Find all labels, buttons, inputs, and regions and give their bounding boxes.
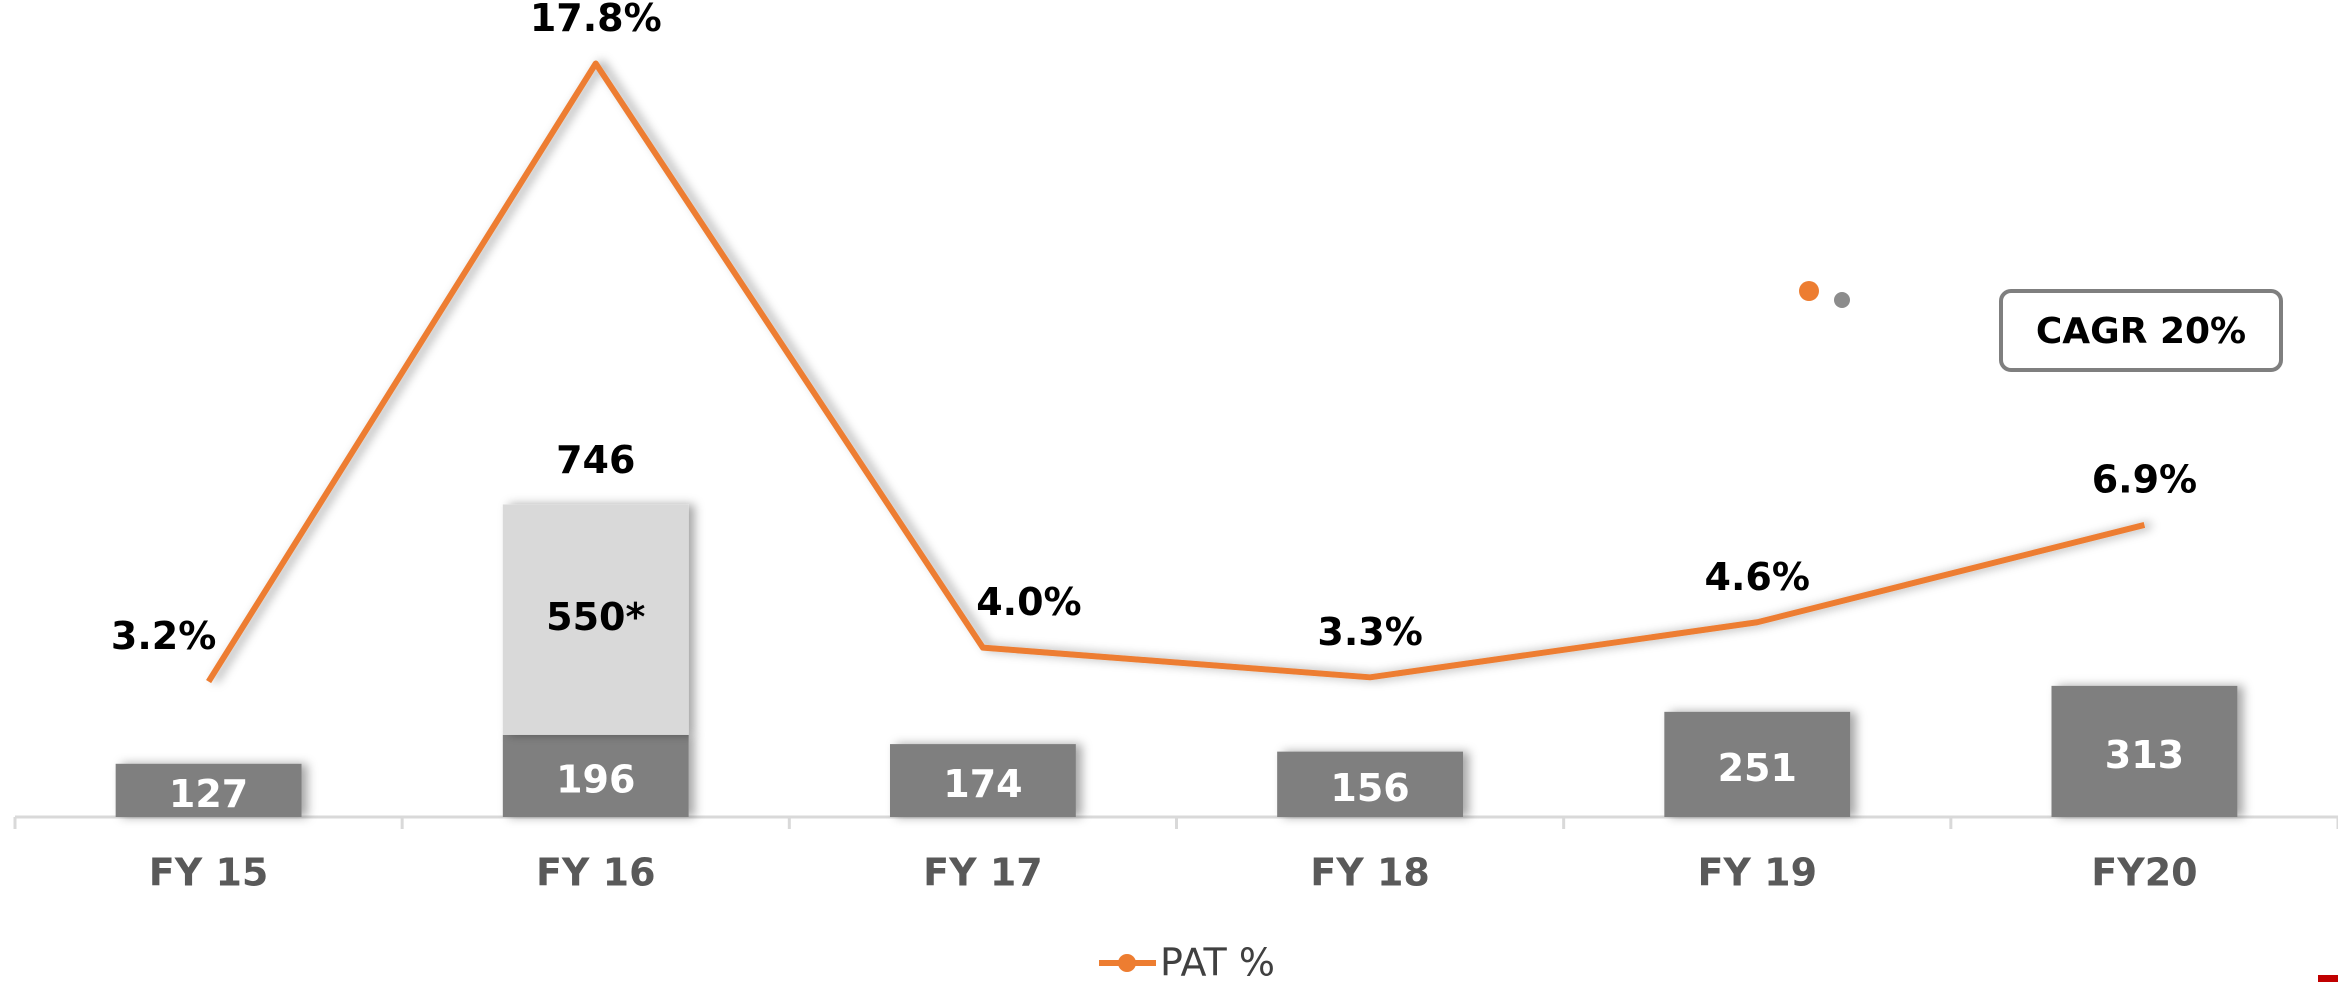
value-label: 17.8% <box>530 0 662 40</box>
value-label: 4.6% <box>1705 555 1810 599</box>
value-label: 313 <box>2105 733 2184 777</box>
bar <box>1664 711 1851 817</box>
total-label: 746 <box>556 438 635 482</box>
value-label: 4.0% <box>976 580 1081 624</box>
bar <box>889 744 1076 817</box>
value-label: 174 <box>943 762 1022 806</box>
legend-marker <box>1118 954 1136 972</box>
value-label: 6.9% <box>2092 457 2197 501</box>
decor-dot <box>1799 281 1819 301</box>
value-label: 3.3% <box>1317 610 1422 654</box>
x-tick-label: FY 17 <box>923 851 1043 895</box>
legend-label: PAT % <box>1160 941 1275 982</box>
bar <box>115 763 302 817</box>
bar <box>502 504 689 735</box>
decor-mark <box>2318 975 2338 982</box>
value-label: 156 <box>1330 766 1409 810</box>
x-tick-label: FY20 <box>2091 851 2197 895</box>
value-label: 196 <box>556 757 635 801</box>
annotation-box <box>1999 289 2283 372</box>
bar <box>2051 685 2238 817</box>
value-label: 127 <box>169 772 248 816</box>
x-tick-label: FY 15 <box>149 851 269 895</box>
value-label: 3.2% <box>111 614 216 658</box>
bar <box>502 734 689 817</box>
bar <box>1277 751 1464 817</box>
value-label: 550* <box>546 595 645 639</box>
x-tick-label: FY 18 <box>1310 851 1430 895</box>
line <box>206 60 2146 684</box>
value-label: 251 <box>1718 746 1797 790</box>
decor-dot <box>1834 292 1850 308</box>
x-tick-label: FY 16 <box>536 851 656 895</box>
annotation: CAGR 20% <box>2036 311 2246 352</box>
x-tick-label: FY 19 <box>1697 851 1817 895</box>
